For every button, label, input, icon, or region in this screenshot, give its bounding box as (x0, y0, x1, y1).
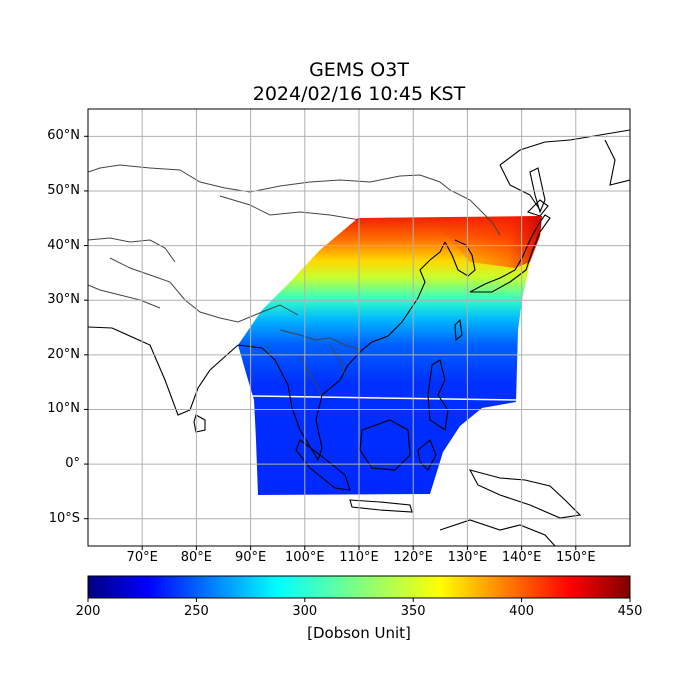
graticule (88, 109, 630, 546)
lon-label: 90°E (234, 550, 267, 565)
lon-label: 70°E (126, 550, 158, 565)
lon-label: 150°E (556, 550, 596, 565)
lat-label: 10°S (48, 510, 80, 526)
lat-label: 50°N (47, 182, 80, 198)
lon-label: 80°E (180, 550, 213, 565)
map-subtitle: 2024/02/16 10:45 KST (252, 83, 466, 105)
coastlines (88, 129, 630, 546)
lat-label: 60°N (47, 128, 80, 144)
colorbar (87, 575, 631, 599)
lon-label: 140°E (501, 550, 542, 565)
ozone-swath (238, 216, 542, 495)
lat-label: 30°N (47, 292, 80, 308)
colorbar-tick-label: 250 (183, 604, 209, 619)
lat-label: 40°N (47, 237, 80, 253)
lat-label: 20°N (47, 346, 80, 362)
colorbar-ticks (87, 598, 631, 602)
country-borders (88, 164, 501, 396)
colorbar-tick-label: 200 (75, 604, 101, 619)
lon-label: 130°E (447, 550, 488, 565)
colorbar-tick-label: 400 (509, 604, 534, 619)
colorbar-tick-label: 300 (292, 604, 318, 619)
lon-label: 110°E (339, 550, 379, 565)
lon-label: 120°E (393, 550, 433, 565)
colorbar-tick-label: 450 (617, 604, 643, 619)
lat-label: 0° (65, 456, 80, 472)
lon-label: 100°E (285, 550, 325, 565)
lat-label: 10°N (47, 401, 80, 417)
map-title: GEMS O3T (309, 59, 409, 81)
colorbar-units: [Dobson Unit] (307, 624, 411, 642)
colorbar-tick-label: 350 (400, 604, 426, 619)
